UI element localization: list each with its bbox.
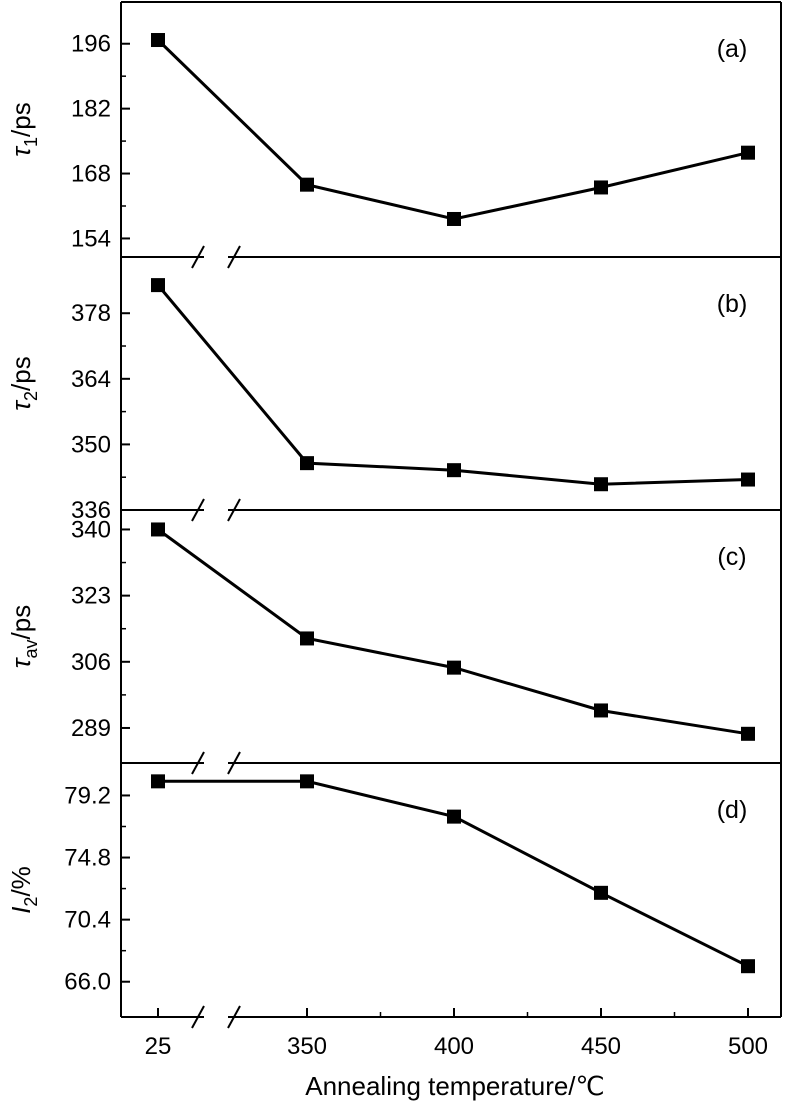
y-axis-label: I2/% [6,866,41,914]
x-tick-label: 500 [728,1033,768,1060]
axis-break-mark-2 [227,245,241,269]
data-point [447,660,461,675]
panel-b: 336 350 364 378 τ2/ps (b) [6,257,782,524]
x-tick-label: 25 [145,1033,172,1060]
data-point [594,477,608,492]
data-point [594,703,608,718]
panel-tag: (b) [717,290,748,318]
y-axis-label: τav/ps [6,605,41,668]
y-tick-label: 74.8 [64,845,111,872]
x-axis-ticks: 25 350 400 450 500 [145,1008,768,1060]
y-tick-label: 154 [71,225,111,252]
y-axis-label-unit: /ps [6,605,36,640]
y-tick-label: 182 [71,96,111,123]
y-tick-label: 364 [71,366,111,393]
axis-break-mark-2 [227,498,241,522]
y-axis-label-unit: /ps [6,102,36,137]
y-axis-label-subscript: av [21,639,41,658]
data-point [447,809,461,824]
y-tick-label: 66.0 [64,969,111,996]
y-axis-label-symbol: τ [6,145,36,157]
axis-break-mark-2 [227,1005,241,1029]
x-tick-label: 350 [287,1033,327,1060]
data-point [447,211,461,226]
series-line [157,528,749,736]
data-point [151,33,165,48]
panel-tag: (a) [717,35,748,63]
data-point [300,774,314,789]
y-axis-label-symbol: I [6,907,36,914]
y-tick-label: 340 [71,516,111,543]
x-tick-label: 400 [434,1033,474,1060]
y-axis-label-unit: /ps [6,356,36,391]
data-point [300,177,314,192]
y-tick-label: 168 [71,161,111,188]
y-tick-label: 306 [71,649,111,676]
panel-c: 289 306 323 340 τav/ps (c) [6,510,782,775]
series-line [156,284,749,486]
data-point [151,522,165,537]
y-axis-label: τ1/ps [6,102,41,156]
series-line [156,38,749,221]
data-point [300,456,314,471]
y-tick-label: 323 [71,583,111,610]
y-axis-label-subscript: 2 [21,897,41,907]
data-point [741,472,755,487]
y-axis-label-unit: /% [6,866,36,896]
y-axis-label-subscript: 1 [21,137,41,147]
y-tick-label: 336 [71,497,111,524]
axis-break-mark-1 [191,1005,205,1029]
panel-a: 154 168 182 196 τ1/ps (a) [6,1,782,269]
y-tick-label: 70.4 [64,907,111,934]
y-tick-label: 350 [71,431,111,458]
data-point [300,631,314,646]
y-axis-label: τ2/ps [6,356,41,410]
axis-break-mark-2 [227,751,241,775]
axis-break-mark-1 [191,245,205,269]
data-point [151,278,165,293]
panel-d: 66.0 70.4 74.8 79.2 I2/% (d) [6,763,782,1029]
y-tick-label: 378 [71,300,111,327]
data-point [741,726,755,741]
data-point [151,774,165,789]
panel-tag: (d) [717,796,748,824]
x-tick-label: 450 [581,1033,621,1060]
series-line [158,779,749,968]
panels: 154168182196τ1/ps(a)336350364378τ2/ps(b)… [6,1,782,1029]
y-axis-label-symbol: τ [6,399,36,411]
y-tick-label: 289 [71,715,111,742]
y-axis-label-symbol: τ [6,656,36,668]
data-point [741,145,755,160]
data-point [447,463,461,478]
axis-break-mark-1 [191,498,205,522]
x-axis-label: Annealing temperature/℃ [305,1071,604,1101]
data-point [741,959,755,974]
y-tick-label: 79.2 [64,782,111,809]
y-axis-label-subscript: 2 [21,391,41,401]
panel-tag: (c) [717,543,746,571]
data-point [594,885,608,900]
y-tick-label: 196 [71,31,111,58]
data-point [594,180,608,195]
axis-break-mark-1 [191,751,205,775]
